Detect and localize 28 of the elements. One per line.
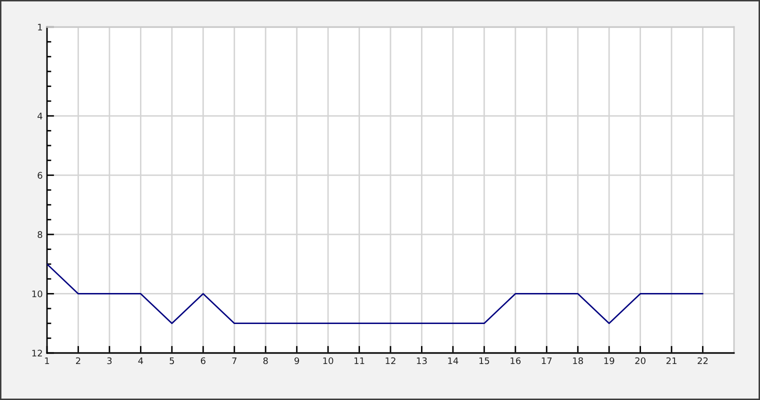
x-tick-label: 4 <box>138 357 144 364</box>
x-tick-label: 7 <box>232 357 236 364</box>
x-tick-label: 2 <box>76 357 80 364</box>
x-tick-label: 22 <box>698 357 708 364</box>
x-tick-label: 9 <box>294 357 300 364</box>
x-tick-label: 1 <box>45 357 50 364</box>
x-tick-label: 8 <box>263 357 268 364</box>
y-tick-label: 10 <box>32 290 42 298</box>
x-tick-label: 20 <box>635 357 646 364</box>
x-tick-label: 15 <box>479 357 490 364</box>
x-tick-label: 19 <box>604 357 614 364</box>
x-tick-label: 16 <box>510 357 521 364</box>
x-tick-label: 6 <box>200 357 206 364</box>
x-tick-label: 14 <box>448 357 458 364</box>
y-tick-label: 6 <box>38 172 42 179</box>
y-tick-label: 4 <box>38 112 42 120</box>
x-tick-label: 17 <box>542 357 552 364</box>
x-tick-label: 21 <box>666 357 676 364</box>
x-tick-label: 10 <box>323 357 334 364</box>
x-tick-label: 13 <box>416 357 427 364</box>
y-tick-label: 1 <box>38 24 42 30</box>
y-tick-label: 8 <box>38 231 42 238</box>
x-tick-label: 3 <box>107 357 112 364</box>
x-tick-label: 11 <box>354 357 364 364</box>
x-tick-label: 12 <box>386 357 396 364</box>
x-tick-label: 18 <box>573 357 583 364</box>
x-tick-label: 5 <box>170 357 174 364</box>
y-tick-label: 12 <box>32 350 42 356</box>
